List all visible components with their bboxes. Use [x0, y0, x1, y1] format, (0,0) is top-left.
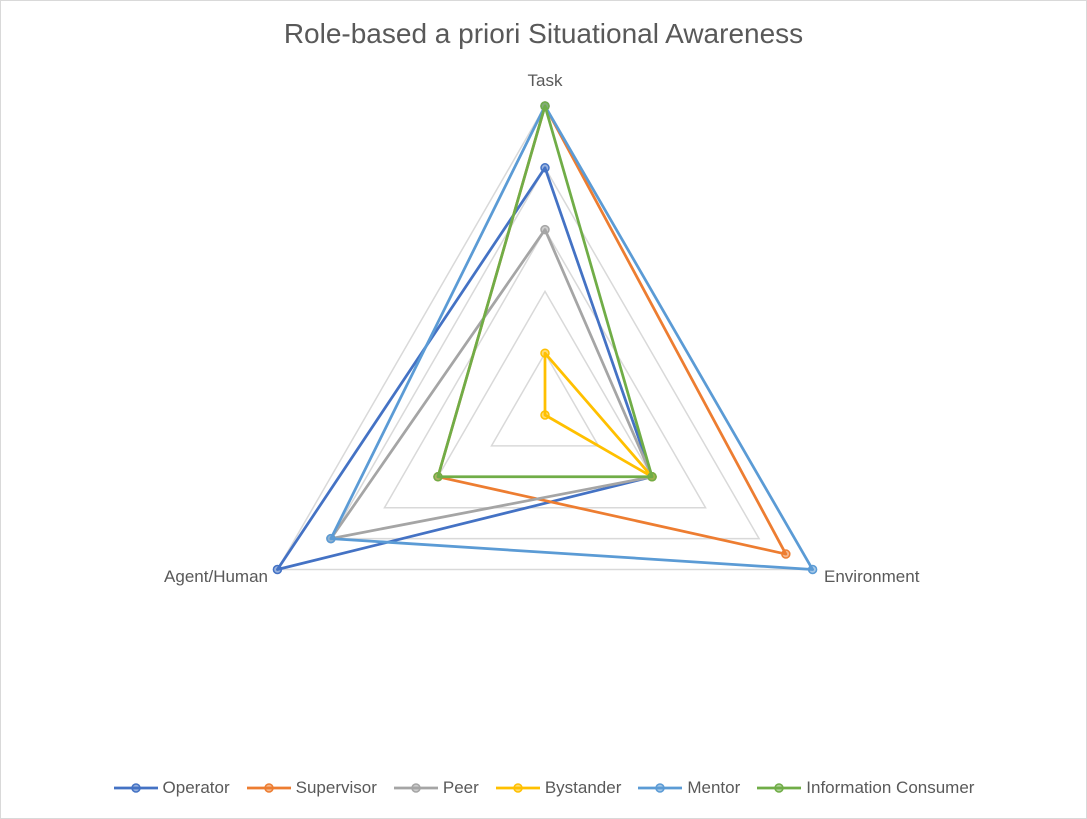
series-information-consumer	[433, 101, 657, 482]
data-point	[540, 348, 550, 358]
grid-ring-1	[490, 351, 600, 447]
radar-series	[272, 101, 818, 575]
legend-label: Operator	[162, 778, 230, 797]
legend-item: Bystander	[495, 778, 622, 798]
data-point	[326, 533, 336, 544]
data-point	[540, 101, 550, 111]
series-bystander	[540, 348, 657, 482]
legend-label: Supervisor	[295, 778, 377, 797]
chart-legend: Operator Supervisor Peer Bystander Mentor Inf…	[0, 778, 1087, 798]
legend-item: Supervisor	[246, 778, 377, 798]
radar-axis-labels: Task Environment Agent/Human	[164, 71, 920, 586]
data-point	[540, 224, 550, 235]
legend-marker	[113, 783, 158, 793]
grid-ring-4	[329, 166, 761, 540]
data-point	[781, 549, 791, 559]
axis-label-task: Task	[528, 71, 563, 90]
series-line	[329, 104, 814, 571]
legend-marker	[246, 783, 291, 793]
legend-marker	[495, 783, 540, 793]
legend-marker	[638, 783, 683, 793]
legend-marker	[393, 783, 438, 793]
legend-marker	[757, 783, 802, 793]
legend-item: Operator	[113, 778, 230, 798]
axis-label-agent-human: Agent/Human	[164, 567, 268, 586]
legend-item: Mentor	[637, 778, 740, 798]
series-line	[276, 166, 654, 571]
series-line	[543, 351, 654, 479]
data-point	[540, 163, 550, 173]
data-point	[433, 472, 443, 482]
legend-item: Peer	[393, 778, 479, 798]
series-line	[436, 104, 654, 479]
data-point	[647, 472, 657, 482]
legend-label: Peer	[442, 778, 479, 797]
series-line	[329, 228, 654, 540]
data-point	[540, 410, 550, 420]
data-point	[272, 564, 283, 575]
data-point	[807, 564, 818, 575]
chart-title: Role-based a priori Situational Awarenes…	[283, 18, 804, 49]
legend-label: Information Consumer	[806, 778, 975, 797]
legend-label: Mentor	[687, 778, 741, 797]
legend-item: Information Consumer	[756, 778, 974, 798]
axis-label-environment: Environment	[824, 567, 920, 586]
legend-label: Bystander	[544, 778, 622, 797]
grid-ring-3	[383, 228, 707, 509]
